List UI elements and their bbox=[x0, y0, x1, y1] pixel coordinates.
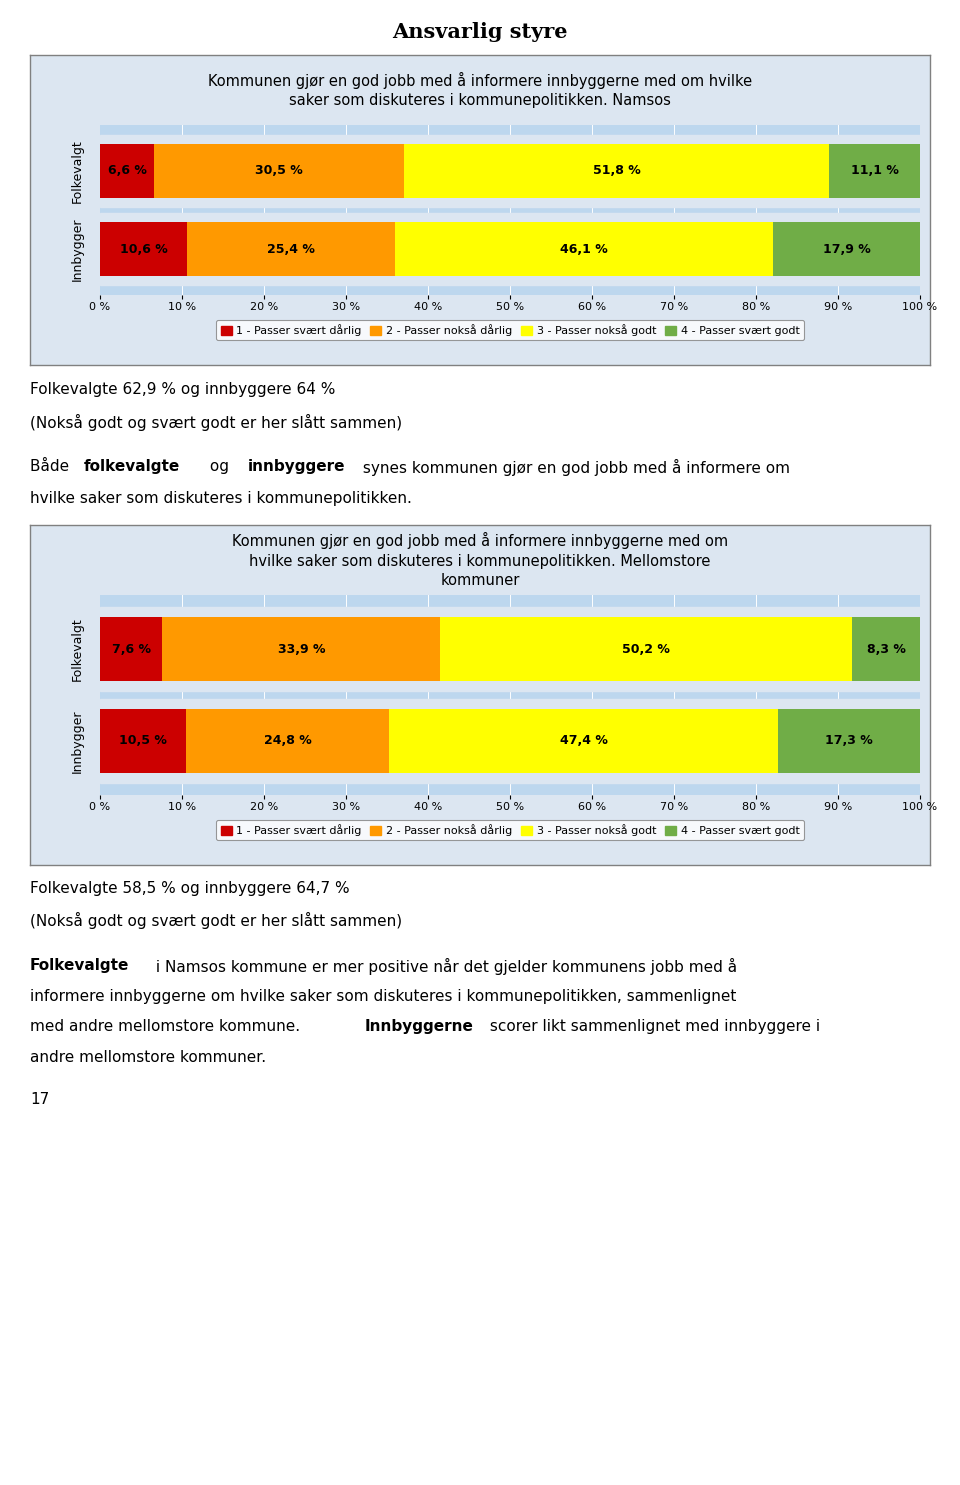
Text: hvilke saker som diskuteres i kommunepolitikken.: hvilke saker som diskuteres i kommunepol… bbox=[30, 492, 412, 506]
Text: Kommunen gjør en god jobb med å informere innbyggerne med om
hvilke saker som di: Kommunen gjør en god jobb med å informer… bbox=[232, 532, 728, 588]
Text: 51,8 %: 51,8 % bbox=[592, 165, 640, 177]
Text: andre mellomstore kommuner.: andre mellomstore kommuner. bbox=[30, 1050, 266, 1065]
Bar bbox=[162, 616, 441, 682]
Legend: 1 - Passer svært dårlig, 2 - Passer nokså dårlig, 3 - Passer nokså godt, 4 - Pas: 1 - Passer svært dårlig, 2 - Passer noks… bbox=[216, 319, 804, 340]
Text: 17: 17 bbox=[30, 1093, 49, 1108]
Bar bbox=[773, 221, 920, 276]
Text: 10,6 %: 10,6 % bbox=[120, 242, 167, 255]
Text: Innbygger: Innbygger bbox=[71, 710, 84, 772]
Text: Folkevalgt: Folkevalgt bbox=[71, 618, 84, 682]
Text: 10,5 %: 10,5 % bbox=[119, 735, 167, 747]
Bar bbox=[100, 708, 186, 774]
Bar bbox=[100, 616, 162, 682]
Text: 25,4 %: 25,4 % bbox=[267, 242, 315, 255]
Text: 7,6 %: 7,6 % bbox=[111, 643, 151, 655]
Text: 46,1 %: 46,1 % bbox=[561, 242, 608, 255]
Text: 24,8 %: 24,8 % bbox=[264, 735, 312, 747]
Legend: 1 - Passer svært dårlig, 2 - Passer nokså dårlig, 3 - Passer nokså godt, 4 - Pas: 1 - Passer svært dårlig, 2 - Passer noks… bbox=[216, 820, 804, 841]
Text: 11,1 %: 11,1 % bbox=[851, 165, 899, 177]
Text: 33,9 %: 33,9 % bbox=[277, 643, 325, 655]
Text: Både: Både bbox=[30, 459, 74, 474]
Text: 50,2 %: 50,2 % bbox=[622, 643, 670, 655]
Bar bbox=[396, 221, 773, 276]
Text: Folkevalgte 58,5 % og innbyggere 64,7 %: Folkevalgte 58,5 % og innbyggere 64,7 % bbox=[30, 881, 349, 895]
Bar bbox=[852, 616, 920, 682]
Bar bbox=[441, 616, 852, 682]
Text: 30,5 %: 30,5 % bbox=[255, 165, 303, 177]
Text: 17,3 %: 17,3 % bbox=[826, 735, 873, 747]
Text: 6,6 %: 6,6 % bbox=[108, 165, 147, 177]
Text: scorer likt sammenlignet med innbyggere i: scorer likt sammenlignet med innbyggere … bbox=[486, 1020, 821, 1035]
Text: Kommunen gjør en god jobb med å informere innbyggerne med om hvilke
saker som di: Kommunen gjør en god jobb med å informer… bbox=[208, 71, 752, 108]
Text: (Nokså godt og svært godt er her slått sammen): (Nokså godt og svært godt er her slått s… bbox=[30, 912, 402, 928]
Text: og: og bbox=[204, 459, 234, 474]
Bar bbox=[187, 221, 396, 276]
Text: synes kommunen gjør en god jobb med å informere om: synes kommunen gjør en god jobb med å in… bbox=[358, 459, 790, 477]
Bar bbox=[829, 144, 920, 198]
Bar bbox=[100, 135, 920, 206]
Text: Folkevalgt: Folkevalgt bbox=[71, 140, 84, 203]
Text: Folkevalgte 62,9 % og innbyggere 64 %: Folkevalgte 62,9 % og innbyggere 64 % bbox=[30, 382, 335, 396]
Bar bbox=[779, 708, 920, 774]
Text: informere innbyggerne om hvilke saker som diskuteres i kommunepolitikken, sammen: informere innbyggerne om hvilke saker so… bbox=[30, 989, 736, 1004]
Text: 47,4 %: 47,4 % bbox=[560, 735, 608, 747]
Text: Innbygger: Innbygger bbox=[71, 217, 84, 281]
Bar bbox=[186, 708, 390, 774]
Bar bbox=[100, 699, 920, 783]
Bar bbox=[100, 607, 920, 691]
Bar bbox=[100, 221, 187, 276]
Bar bbox=[390, 708, 779, 774]
Bar bbox=[404, 144, 829, 198]
Text: Ansvarlig styre: Ansvarlig styre bbox=[393, 22, 567, 43]
Text: Folkevalgte: Folkevalgte bbox=[30, 958, 130, 973]
Text: innbyggere: innbyggere bbox=[248, 459, 346, 474]
Text: med andre mellomstore kommune.: med andre mellomstore kommune. bbox=[30, 1020, 305, 1035]
Text: i Namsos kommune er mer positive når det gjelder kommunens jobb med å: i Namsos kommune er mer positive når det… bbox=[151, 958, 737, 976]
Bar bbox=[100, 214, 920, 285]
Bar bbox=[100, 144, 155, 198]
Text: 17,9 %: 17,9 % bbox=[823, 242, 871, 255]
Text: (Nokså godt og svært godt er her slått sammen): (Nokså godt og svært godt er her slått s… bbox=[30, 414, 402, 431]
Text: Innbyggerne: Innbyggerne bbox=[364, 1020, 473, 1035]
Text: folkevalgte: folkevalgte bbox=[84, 459, 180, 474]
Bar bbox=[155, 144, 404, 198]
Text: 8,3 %: 8,3 % bbox=[867, 643, 905, 655]
